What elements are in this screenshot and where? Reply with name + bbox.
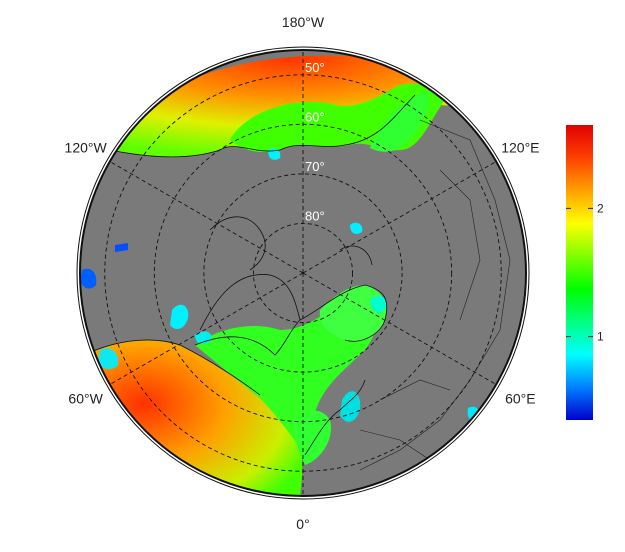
map-frame	[79, 49, 527, 497]
meridian-line	[302, 161, 497, 274]
colorbar-ticks: 12	[566, 201, 604, 344]
latitude-label: 80°	[305, 208, 325, 223]
barents-sea-green	[319, 285, 387, 342]
alaska-blue-patch	[115, 243, 128, 252]
map-disc	[80, 50, 526, 496]
kara-cyan-patch	[350, 222, 363, 234]
labrador-blue-patch	[80, 268, 97, 289]
latitude-label: 50°	[305, 60, 325, 75]
map-frame-outer	[76, 46, 530, 500]
colorbar-tick-label: 2	[597, 201, 604, 215]
white-sea-cyan-patch	[370, 295, 387, 313]
longitude-label: 180°W	[282, 14, 325, 30]
latitude-label: 70°	[305, 159, 325, 174]
longitude-label: 60°E	[505, 391, 536, 407]
baltic-cyan-patch	[340, 391, 361, 422]
longitude-label: 120°W	[65, 140, 108, 156]
longitude-label: 0°	[296, 516, 309, 532]
meridian-line	[302, 272, 497, 385]
longitude-label: 60°W	[68, 391, 103, 407]
latitude-labels: 50° 60° 70° 80°	[305, 60, 325, 224]
beaufort-cyan-patch	[268, 148, 281, 160]
longitude-labels: 180°W 120°W 120°E 60°W 60°E 0°	[65, 14, 540, 532]
colorbar: 12	[566, 125, 604, 420]
latitude-label: 60°	[305, 109, 325, 124]
meridian-line	[109, 272, 304, 385]
okhotsk-sea-green	[370, 92, 430, 152]
colorbar-scale	[566, 125, 593, 420]
longitude-label: 120°E	[501, 140, 539, 156]
colorbar-tick-label: 1	[597, 330, 604, 344]
graticule	[104, 50, 502, 496]
hudson-cyan-patch	[98, 348, 119, 370]
meridian-line	[109, 161, 304, 274]
baffin-cyan-patch	[170, 304, 189, 330]
coastlines	[80, 94, 416, 456]
